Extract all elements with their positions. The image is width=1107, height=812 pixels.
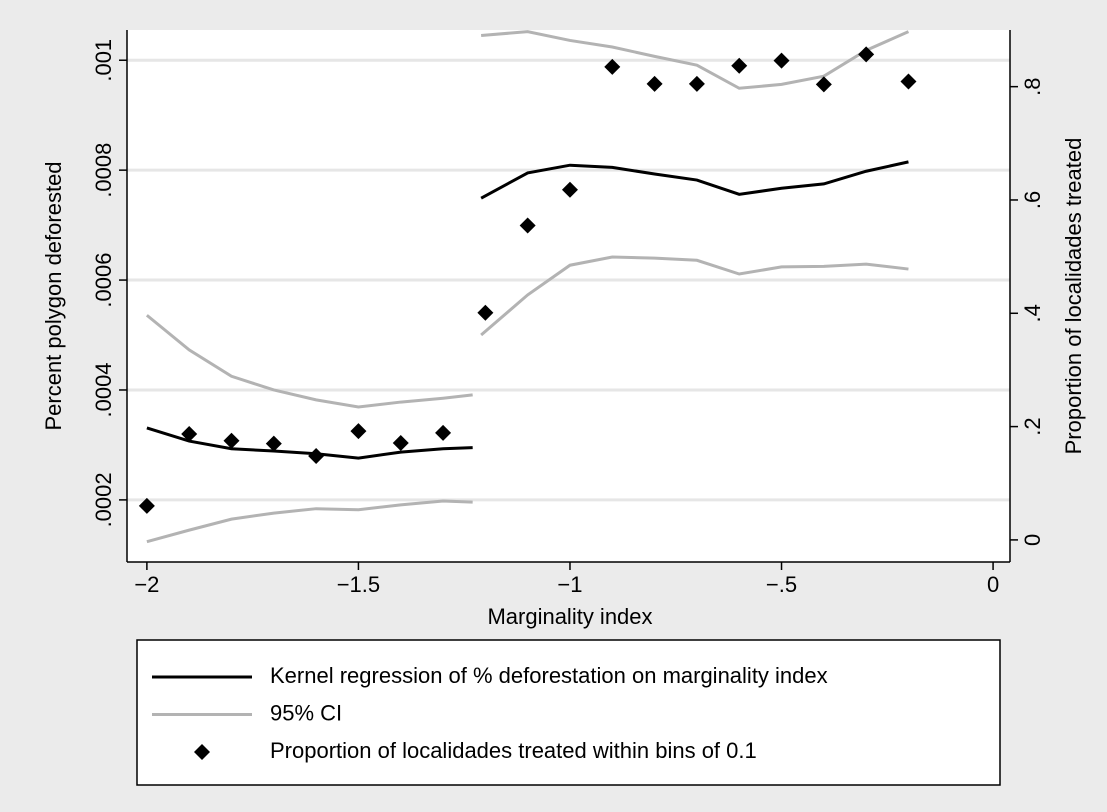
x-tick-label: 0 xyxy=(987,572,999,597)
y-tick-label: .0002 xyxy=(91,472,116,527)
point xyxy=(773,52,790,69)
point xyxy=(265,435,282,452)
point xyxy=(392,435,409,452)
y2-tick-label: .2 xyxy=(1020,417,1045,435)
legend-marker xyxy=(194,744,210,760)
legend-label: Kernel regression of % deforestation on … xyxy=(270,663,828,688)
point xyxy=(731,57,748,74)
y2-axis-title: Proportion of localidades treated xyxy=(1061,138,1086,455)
y-axis-title: Percent polygon deforested xyxy=(41,161,66,430)
point xyxy=(604,58,621,75)
point xyxy=(646,75,663,92)
point xyxy=(477,304,494,321)
point xyxy=(435,424,452,441)
point xyxy=(815,76,832,93)
x-tick-label: −2 xyxy=(134,572,159,597)
x-tick-label: −1 xyxy=(557,572,582,597)
point xyxy=(858,46,875,63)
x-axis-title: Marginality index xyxy=(487,604,652,629)
point xyxy=(519,217,536,234)
y-tick-label: .0006 xyxy=(91,253,116,308)
x-tick-label: −1.5 xyxy=(337,572,380,597)
point xyxy=(181,425,198,442)
y2-tick-label: .4 xyxy=(1020,304,1045,322)
y-tick-label: .001 xyxy=(91,39,116,82)
legend-box xyxy=(136,639,1001,786)
point xyxy=(138,497,155,514)
y-tick-label: .0008 xyxy=(91,143,116,198)
y2-tick-label: .8 xyxy=(1020,77,1045,95)
point xyxy=(223,432,240,449)
y2-tick-label: 0 xyxy=(1020,534,1045,546)
line xyxy=(145,30,910,409)
x-tick-label: −.5 xyxy=(766,572,797,597)
legend-label: 95% CI xyxy=(270,700,342,725)
y-tick-label: .0004 xyxy=(91,362,116,417)
plot-area xyxy=(127,30,1010,562)
point xyxy=(900,73,917,90)
point xyxy=(688,75,705,92)
legend-label: Proportion of localidades treated within… xyxy=(270,738,757,763)
y2-tick-label: .6 xyxy=(1020,191,1045,209)
point xyxy=(561,181,578,198)
point xyxy=(308,448,325,465)
line xyxy=(146,255,909,544)
point xyxy=(350,423,367,440)
